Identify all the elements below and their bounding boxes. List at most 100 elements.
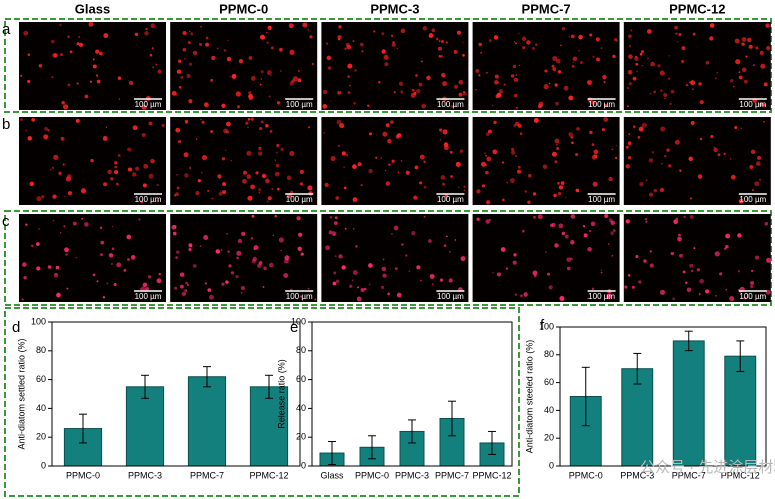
cell	[688, 156, 693, 162]
panel-label: c	[2, 213, 10, 230]
cell	[649, 92, 651, 95]
cell	[235, 91, 241, 97]
cell	[641, 50, 644, 54]
bar	[187, 376, 227, 467]
cell	[705, 289, 710, 294]
cell	[211, 55, 216, 61]
cell	[766, 46, 771, 51]
cell	[284, 258, 289, 264]
cell	[690, 80, 696, 86]
cell	[92, 58, 95, 61]
cell	[566, 266, 571, 271]
cell	[20, 74, 23, 77]
scale-bar-label: 100 µm	[286, 100, 313, 109]
cell	[754, 255, 760, 260]
cell	[27, 136, 32, 141]
cell	[373, 30, 376, 33]
cell	[380, 157, 382, 159]
cell	[114, 170, 119, 175]
cell	[337, 90, 342, 95]
cell	[262, 286, 265, 288]
cell	[258, 261, 263, 265]
cell	[222, 190, 227, 195]
cell	[290, 190, 294, 194]
cell	[582, 224, 586, 228]
cell	[47, 129, 50, 132]
y-tick-label: 100	[31, 316, 46, 326]
cell	[391, 159, 395, 163]
cell	[353, 101, 356, 105]
cell	[60, 53, 64, 57]
scale-bar-label: 100 µm	[135, 100, 162, 109]
cell	[624, 285, 628, 289]
cell	[729, 296, 735, 302]
cell	[557, 181, 560, 185]
cell	[345, 42, 350, 47]
cell	[625, 164, 631, 169]
cell	[462, 91, 467, 96]
cell	[606, 293, 612, 299]
cell	[764, 222, 769, 226]
cell	[737, 270, 740, 273]
cell	[326, 42, 329, 45]
cell	[765, 23, 770, 28]
cell	[90, 158, 94, 163]
panel-label: d	[12, 319, 20, 336]
cell	[429, 273, 435, 279]
cell	[670, 89, 675, 94]
cell	[682, 270, 686, 274]
cell	[222, 182, 226, 186]
cell	[587, 297, 589, 300]
cell	[178, 86, 182, 89]
cell	[438, 54, 442, 58]
cell	[188, 248, 192, 252]
y-tick-label: 80	[296, 345, 306, 355]
cell	[600, 269, 603, 271]
cell	[570, 135, 574, 139]
cell	[628, 133, 631, 135]
cell	[661, 163, 663, 165]
cell	[423, 215, 426, 218]
cell	[110, 177, 114, 181]
cell	[615, 144, 618, 147]
cell	[368, 168, 373, 174]
cell	[27, 53, 31, 56]
cell	[668, 55, 670, 57]
cell	[177, 139, 182, 144]
cell	[532, 192, 537, 196]
cell	[205, 36, 209, 40]
cell	[56, 292, 61, 298]
cell	[347, 75, 351, 79]
cell	[583, 233, 588, 238]
cell	[515, 42, 517, 45]
cell	[649, 250, 652, 253]
cell	[64, 195, 66, 197]
cell	[600, 271, 603, 274]
cell	[759, 102, 763, 107]
cell	[554, 138, 560, 144]
scale-bar-label: 100 µm	[135, 292, 162, 301]
cell	[38, 64, 43, 68]
cell	[591, 143, 595, 146]
cell	[591, 100, 596, 105]
cell	[394, 267, 398, 271]
cell	[749, 164, 754, 169]
cell	[149, 53, 153, 57]
cell	[663, 93, 668, 97]
cell	[279, 47, 283, 52]
cell	[664, 97, 666, 99]
cell	[685, 83, 689, 87]
cell	[518, 32, 520, 35]
cell	[341, 151, 346, 156]
cell	[677, 41, 679, 43]
cell	[484, 152, 486, 155]
cell	[689, 197, 693, 200]
cell	[396, 133, 402, 138]
cell	[266, 41, 269, 44]
cell	[95, 74, 99, 77]
cell	[560, 181, 565, 185]
cell	[400, 90, 404, 94]
cell	[190, 32, 193, 36]
cell	[668, 77, 671, 80]
cell	[725, 245, 729, 249]
